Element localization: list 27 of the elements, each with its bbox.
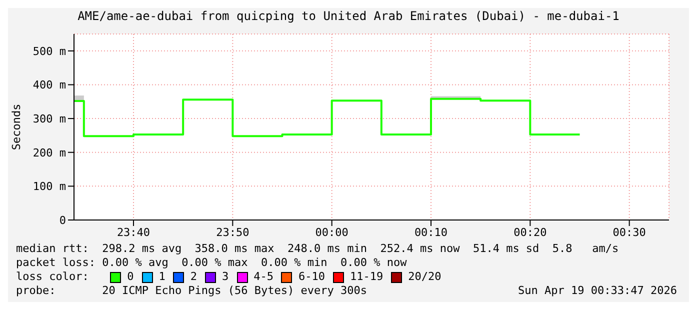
legend-label: 20/20 xyxy=(408,270,442,284)
x-tick-label: 00:30 xyxy=(612,226,646,239)
text: packet loss: 0.00 % avg 0.00 % max 0.00 % min 0.00 % now xyxy=(16,256,408,270)
x-tick-label: 00:00 xyxy=(315,226,348,239)
x-tick-label: 23:50 xyxy=(216,226,250,239)
legend-label: 3 xyxy=(222,270,229,284)
text: Sun Apr 19 00:33:47 2026 xyxy=(518,284,677,298)
y-tick-label: 100 m xyxy=(32,180,66,194)
text: median rtt: 298.2 ms avg 358.0 ms max 248.0 ms min 252.4 ms now 51.4 ms sd 5.8 am/s xyxy=(16,242,620,256)
legend-label: 6-10 xyxy=(298,270,325,284)
x-tick-label: 00:20 xyxy=(514,226,547,239)
y-tick-label: 0 xyxy=(59,214,66,227)
chart-title: AME/ame-ae-dubai from quicping to United Arab Emirates (Dubai) - me-dubai-1 xyxy=(76,8,620,24)
text: probe: 20 ICMP Echo Pings (56 Bytes) every 300s xyxy=(16,284,367,298)
y-tick-label: 400 m xyxy=(32,78,66,92)
legend-label: 0 xyxy=(127,270,134,284)
legend-title: loss color: xyxy=(16,270,90,284)
legend-label: 4-5 xyxy=(254,270,274,284)
x-tick-label: 00:10 xyxy=(414,226,448,239)
legend-label: 1 xyxy=(158,270,166,284)
y-tick-label: 300 m xyxy=(32,112,66,126)
y-axis-title: Seconds xyxy=(10,104,23,150)
y-tick-label: 500 m xyxy=(32,44,66,58)
legend-label: 11-19 xyxy=(350,270,384,284)
x-tick-label: 23:40 xyxy=(116,226,150,239)
legend-label: 2 xyxy=(190,270,197,284)
y-tick-label: 200 m xyxy=(32,146,66,160)
